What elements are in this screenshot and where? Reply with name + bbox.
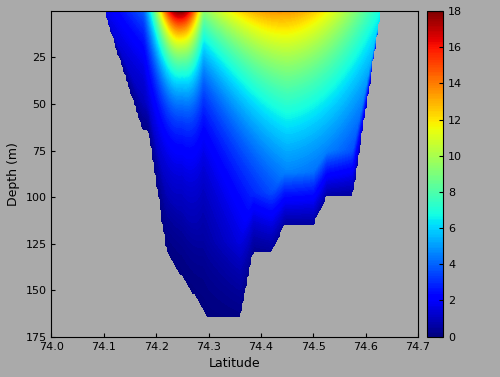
- Y-axis label: Depth (m): Depth (m): [7, 142, 20, 206]
- X-axis label: Latitude: Latitude: [209, 357, 260, 370]
